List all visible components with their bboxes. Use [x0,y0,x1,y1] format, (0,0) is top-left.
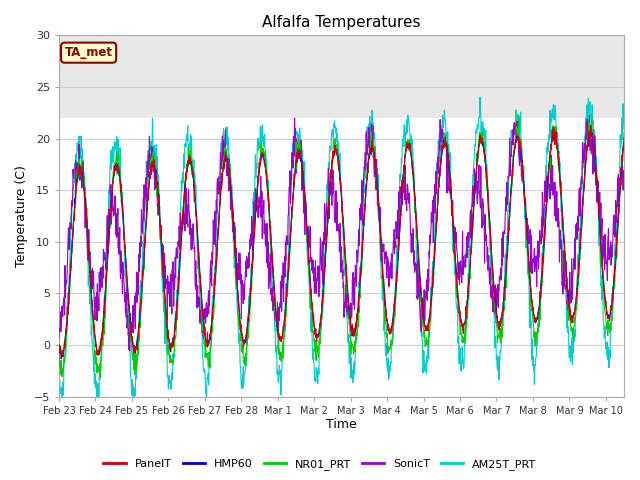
Legend: PanelT, HMP60, NR01_PRT, SonicT, AM25T_PRT: PanelT, HMP60, NR01_PRT, SonicT, AM25T_P… [99,455,541,474]
Text: TA_met: TA_met [65,46,113,59]
Y-axis label: Temperature (C): Temperature (C) [15,165,28,267]
Title: Alfalfa Temperatures: Alfalfa Temperatures [262,15,420,30]
Bar [59,36,624,118]
X-axis label: Time: Time [326,419,357,432]
